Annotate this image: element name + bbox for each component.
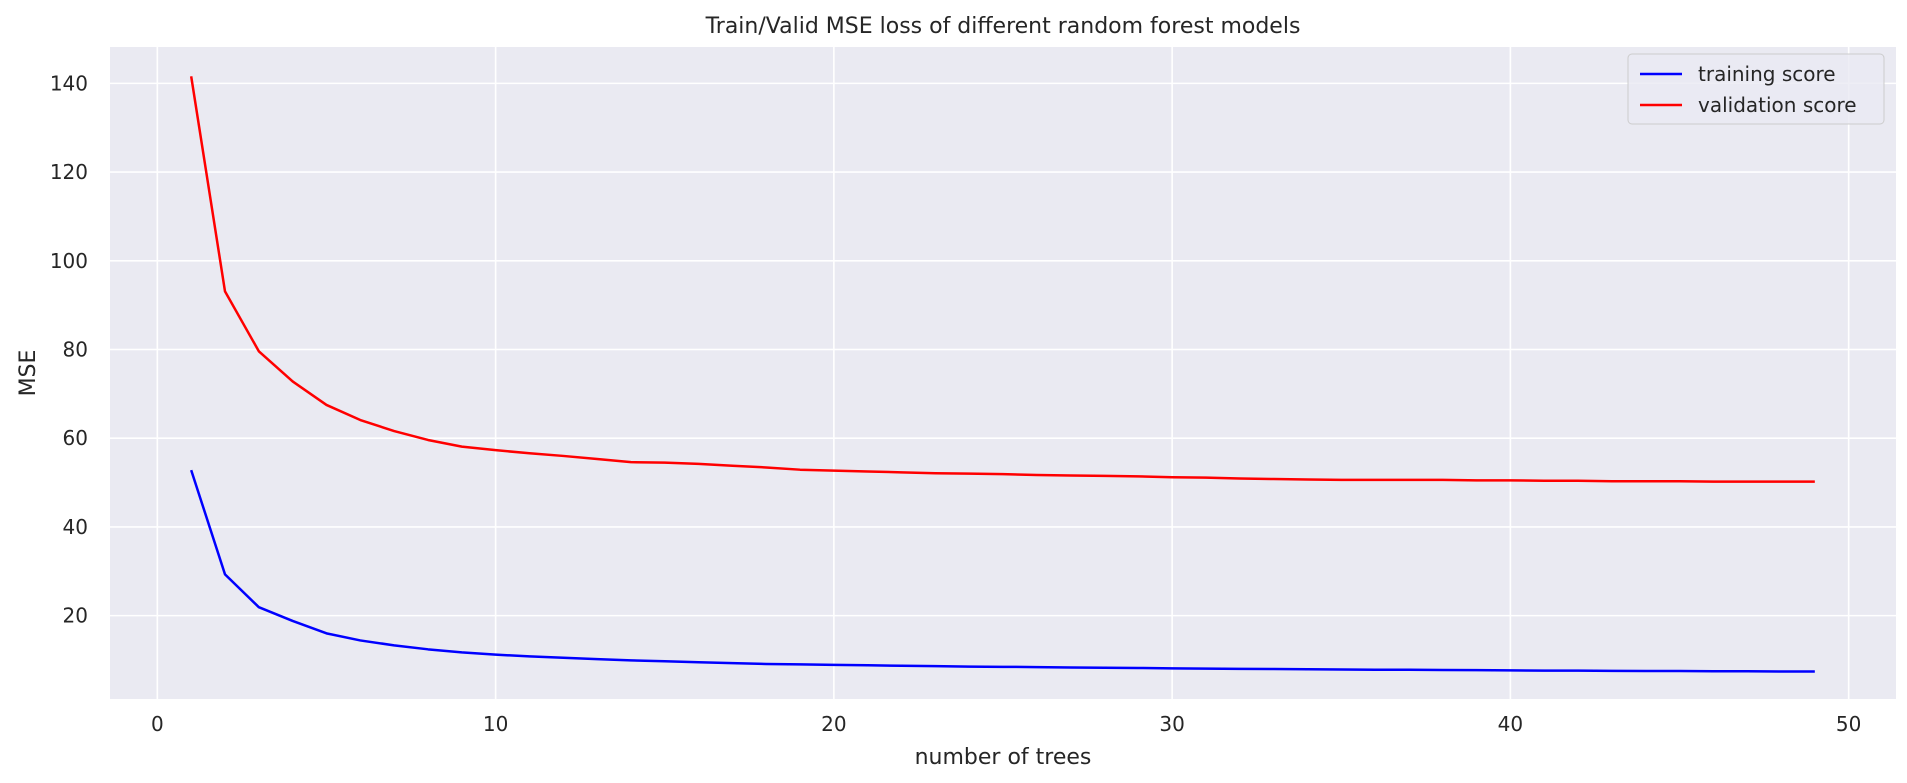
y-tick-label: 120 — [50, 160, 88, 184]
x-gridlines — [156, 47, 1850, 699]
x-tick-label: 10 — [483, 712, 508, 736]
series-line-validation — [189, 76, 1815, 483]
y-tick-labels: 20 40 60 80 100 120 140 — [50, 71, 88, 627]
x-tick-label: 50 — [1836, 712, 1861, 736]
x-tick-label: 20 — [821, 712, 846, 736]
x-axis-label: number of trees — [915, 745, 1092, 770]
y-tick-label: 40 — [63, 515, 88, 539]
x-tick-label: 0 — [151, 712, 164, 736]
y-axis-label: MSE — [16, 350, 41, 397]
legend: training score validation score — [1627, 53, 1885, 125]
series-layer — [189, 76, 1815, 673]
chart-title: Train/Valid MSE loss of different random… — [705, 14, 1301, 39]
y-tick-label: 80 — [63, 337, 88, 361]
plot-background — [110, 47, 1896, 699]
y-tick-label: 140 — [50, 71, 88, 95]
x-tick-label: 30 — [1159, 712, 1184, 736]
x-tick-label: 40 — [1498, 712, 1523, 736]
legend-label-training: training score — [1698, 62, 1836, 86]
y-tick-label: 20 — [63, 604, 88, 628]
y-tick-label: 100 — [50, 249, 88, 273]
y-gridlines — [110, 82, 1896, 617]
legend-box — [1627, 53, 1885, 125]
y-tick-label: 60 — [63, 426, 88, 450]
legend-label-validation: validation score — [1698, 93, 1857, 117]
x-tick-labels: 0 10 20 30 40 50 — [151, 712, 1861, 736]
series-line-training — [189, 469, 1815, 673]
